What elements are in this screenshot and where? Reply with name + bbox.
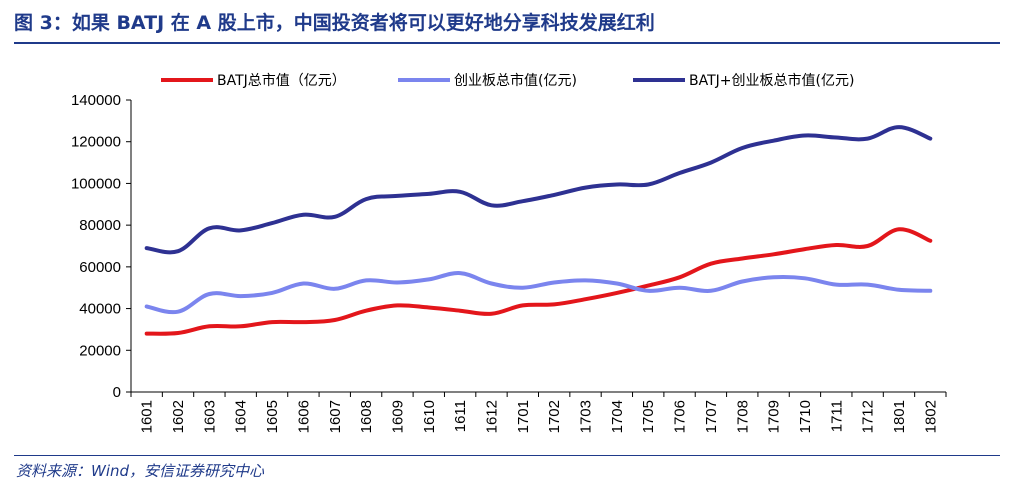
series-line-1: [144, 227, 933, 336]
x-tick-label: 1711: [828, 400, 845, 432]
x-tick-label: 1605: [264, 400, 281, 433]
series-line-2: [144, 271, 933, 315]
source-note: 资料来源：Wind，安信证券研究中心: [16, 462, 265, 480]
figure-title: 图 3：如果 BATJ 在 A 股上市，中国投资者将可以更好地分享科技发展红利: [14, 12, 655, 34]
title-rule: [14, 42, 1000, 44]
x-tick-label: 1710: [797, 400, 814, 433]
x-tick-label: 1606: [295, 400, 312, 433]
x-tick-label: 1709: [766, 400, 783, 433]
chart-legend: BATJ总市值（亿元） 创业板总市值(亿元) BATJ+创业板总市值(亿元): [161, 72, 854, 89]
x-tick-label: 1609: [389, 400, 406, 433]
x-tick-label: 1707: [703, 400, 720, 433]
x-tick-label: 1610: [421, 400, 438, 433]
x-tick-label: 1706: [672, 400, 689, 433]
x-tick-label: 1612: [483, 400, 500, 433]
y-tick-label: 0: [113, 384, 121, 401]
y-tick-label: 60000: [79, 259, 121, 276]
legend-label: BATJ+创业板总市值(亿元): [689, 72, 854, 89]
source-rule: [14, 455, 1000, 456]
x-tick-label: 1801: [891, 400, 908, 433]
x-tick-label: 1802: [922, 400, 939, 433]
chart-series: [144, 125, 933, 336]
x-tick-label: 1705: [640, 400, 657, 433]
x-tick-label: 1602: [170, 400, 187, 433]
x-tick-label: 1701: [515, 400, 532, 433]
x-tick-label: 1604: [233, 400, 250, 433]
x-tick-label: 1603: [201, 400, 218, 433]
y-tick-label: 100000: [71, 175, 121, 192]
y-tick-label: 140000: [71, 92, 121, 109]
x-tick-label: 1702: [546, 400, 563, 433]
series-line-3: [144, 125, 933, 255]
x-tick-label: 1607: [327, 400, 344, 433]
y-tick-label: 40000: [79, 301, 121, 318]
chart-axes: 0 20000 40000 60000 80000 100000 120000 140000 1…: [71, 92, 947, 433]
legend-label: 创业板总市值(亿元): [454, 72, 577, 89]
x-tick-label: 1708: [734, 400, 751, 433]
x-tick-label: 1601: [139, 400, 156, 433]
x-tick-label: 1704: [609, 400, 626, 433]
x-tick-label: 1608: [358, 400, 375, 433]
x-tick-label: 1703: [578, 400, 595, 433]
y-tick-label: 120000: [71, 134, 121, 151]
legend-label: BATJ总市值（亿元）: [217, 72, 346, 89]
y-tick-label: 80000: [79, 217, 121, 234]
y-tick-label: 20000: [79, 342, 121, 359]
x-tick-label: 1611: [452, 400, 469, 432]
x-tick-label: 1712: [860, 400, 877, 433]
